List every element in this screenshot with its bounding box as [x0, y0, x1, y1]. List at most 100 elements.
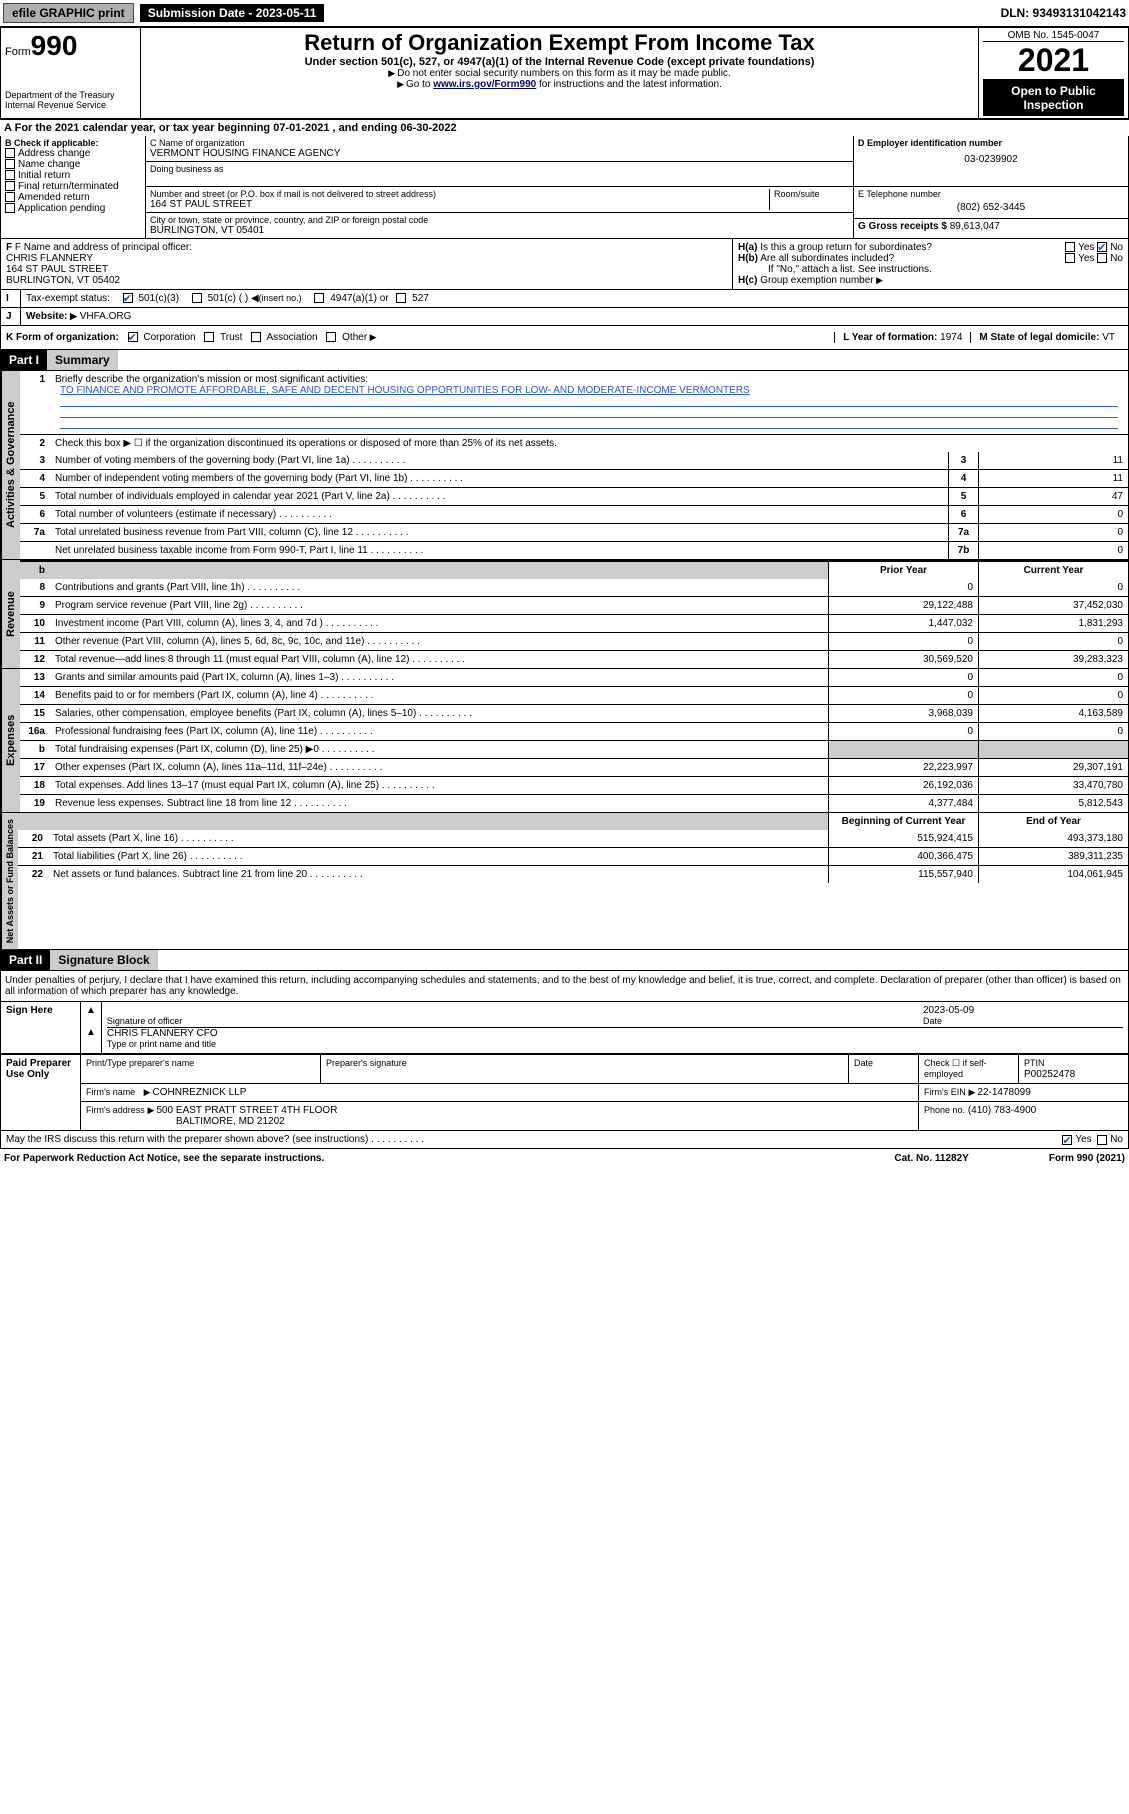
paid-preparer-label: Paid Preparer Use Only — [1, 1055, 81, 1131]
box-c-label: C Name of organization — [150, 138, 849, 148]
cb-501c3[interactable] — [123, 293, 133, 303]
data-line: 8 Contributions and grants (Part VIII, l… — [20, 579, 1128, 596]
lbl-501c3: 501(c)(3) — [138, 293, 179, 304]
data-line: 21 Total liabilities (Part X, line 26) 4… — [18, 847, 1128, 865]
box-f: F F Name and address of principal office… — [1, 239, 733, 289]
side-gov: Activities & Governance — [1, 371, 20, 559]
ein-label: D Employer identification number — [858, 138, 1124, 148]
row-f-h: F F Name and address of principal office… — [0, 239, 1129, 290]
org-city: BURLINGTON, VT 05401 — [150, 225, 849, 236]
officer-addr: 164 ST PAUL STREET — [6, 264, 108, 275]
form-subtitle-2: Do not enter social security numbers on … — [145, 68, 974, 79]
box-c-addr: Number and street (or P.O. box if mail i… — [146, 187, 854, 239]
footer-right: Form 990 (2021) — [1049, 1153, 1125, 1164]
tax-exempt-label: Tax-exempt status: — [26, 293, 110, 304]
data-line: 9 Program service revenue (Part VIII, li… — [20, 596, 1128, 614]
part2-hdr: Part II — [1, 950, 50, 970]
form-subtitle-1: Under section 501(c), 527, or 4947(a)(1)… — [145, 56, 974, 68]
gov-line: 4 Number of independent voting members o… — [20, 469, 1128, 487]
dba-label: Doing business as — [150, 164, 849, 174]
cb-4947[interactable] — [314, 293, 324, 303]
cb-name-change[interactable] — [5, 159, 15, 169]
period-begin: 07-01-2021 — [273, 122, 329, 134]
firm-name-label: Firm's name — [86, 1087, 135, 1097]
data-line: 11 Other revenue (Part VIII, column (A),… — [20, 632, 1128, 650]
sig-date-label: Date — [923, 1016, 942, 1026]
mission-label: Briefly describe the organization's miss… — [55, 374, 368, 385]
m-label: M State of legal domicile: — [979, 332, 1099, 343]
cb-app-pending[interactable] — [5, 203, 15, 213]
irs-form990-link[interactable]: www.irs.gov/Form990 — [433, 79, 536, 90]
gov-line: 3 Number of voting members of the govern… — [20, 452, 1128, 469]
row-j: J Website: VHFA.ORG — [0, 308, 1129, 326]
sig-name-label: Type or print name and title — [107, 1039, 216, 1049]
footer-left: For Paperwork Reduction Act Notice, see … — [4, 1153, 324, 1164]
period-text-a: For the 2021 calendar year, or tax year … — [15, 122, 274, 134]
cb-hb-yes[interactable] — [1065, 253, 1075, 263]
officer-city: BURLINGTON, VT 05402 — [6, 275, 120, 286]
cb-discuss-no[interactable] — [1097, 1135, 1107, 1145]
data-line: 10 Investment income (Part VIII, column … — [20, 614, 1128, 632]
firm-addr1: 500 EAST PRATT STREET 4TH FLOOR — [148, 1105, 338, 1116]
cb-trust[interactable] — [204, 332, 214, 342]
header-info-grid: B Check if applicable: Address change Na… — [0, 136, 1129, 239]
cb-assoc[interactable] — [251, 332, 261, 342]
box-e-g: E Telephone number (802) 652-3445 G Gros… — [854, 187, 1129, 239]
cb-hb-no[interactable] — [1097, 253, 1107, 263]
part1-bar: Part I Summary — [0, 350, 1129, 371]
gross-receipts-value: 89,613,047 — [950, 221, 1000, 232]
gross-receipts-label: G Gross receipts $ — [858, 221, 947, 232]
lbl-corp: Corporation — [143, 332, 195, 343]
firm-addr-label: Firm's address — [86, 1105, 145, 1115]
header-mid-cell: Return of Organization Exempt From Incom… — [141, 28, 979, 119]
goto-suffix: for instructions and the latest informat… — [536, 79, 722, 90]
section-net: Net Assets or Fund Balances Beginning of… — [0, 813, 1129, 950]
lbl-other: Other — [342, 332, 376, 343]
addr-label: Number and street (or P.O. box if mail i… — [150, 189, 769, 199]
cb-501c[interactable] — [192, 293, 202, 303]
gov-line: 6 Total number of volunteers (estimate i… — [20, 505, 1128, 523]
data-line: 22 Net assets or fund balances. Subtract… — [18, 865, 1128, 883]
goto-prefix: Go to — [397, 79, 433, 90]
domicile-value: VT — [1102, 332, 1115, 343]
cb-ha-yes[interactable] — [1065, 242, 1075, 252]
cb-other[interactable] — [326, 332, 336, 342]
cb-address-change[interactable] — [5, 148, 15, 158]
data-line: 13 Grants and similar amounts paid (Part… — [20, 669, 1128, 686]
firm-ein-label: Firm's EIN — [924, 1087, 966, 1097]
form-header-table: Form990 Department of the Treasury Inter… — [0, 27, 1129, 119]
data-line: 19 Revenue less expenses. Subtract line … — [20, 794, 1128, 812]
lbl-4947: 4947(a)(1) or — [330, 293, 388, 304]
section-exp: Expenses 13 Grants and similar amounts p… — [0, 669, 1129, 813]
efile-topbar: efile GRAPHIC print Submission Date - 20… — [0, 0, 1129, 27]
gov-line: 5 Total number of individuals employed i… — [20, 487, 1128, 505]
city-label: City or town, state or province, country… — [150, 215, 849, 225]
lbl-final-return: Final return/terminated — [18, 181, 119, 192]
phone-label: E Telephone number — [858, 189, 1124, 199]
cb-final-return[interactable] — [5, 181, 15, 191]
data-line: 16a Professional fundraising fees (Part … — [20, 722, 1128, 740]
data-line: 17 Other expenses (Part IX, column (A), … — [20, 758, 1128, 776]
box-c-name: C Name of organization VERMONT HOUSING F… — [146, 136, 854, 187]
lbl-insertno: (insert no.) — [259, 293, 302, 303]
cb-corp[interactable] — [128, 332, 138, 342]
data-line: 12 Total revenue—add lines 8 through 11 … — [20, 650, 1128, 668]
sig-name: CHRIS FLANNERY CFO — [107, 1028, 218, 1039]
prep-name-label: Print/Type preparer's name — [86, 1058, 194, 1068]
cb-527[interactable] — [396, 293, 406, 303]
data-line: 15 Salaries, other compensation, employe… — [20, 704, 1128, 722]
efile-graphic-print-button[interactable]: efile GRAPHIC print — [3, 3, 134, 23]
tax-year: 2021 — [983, 42, 1124, 80]
cb-initial-return[interactable] — [5, 170, 15, 180]
line-a-period: A For the 2021 calendar year, or tax yea… — [0, 119, 1129, 136]
lbl-527: 527 — [412, 293, 429, 304]
cb-discuss-yes[interactable] — [1062, 1135, 1072, 1145]
part2-title: Signature Block — [50, 950, 157, 970]
firm-name: COHNREZNICK LLP — [144, 1087, 247, 1098]
officer-label: F Name and address of principal officer: — [15, 242, 192, 253]
side-net: Net Assets or Fund Balances — [1, 813, 18, 949]
ptin-label: PTIN — [1024, 1058, 1045, 1068]
cb-ha-no[interactable] — [1097, 242, 1107, 252]
form-prefix: Form — [5, 46, 31, 58]
cb-amended[interactable] — [5, 192, 15, 202]
